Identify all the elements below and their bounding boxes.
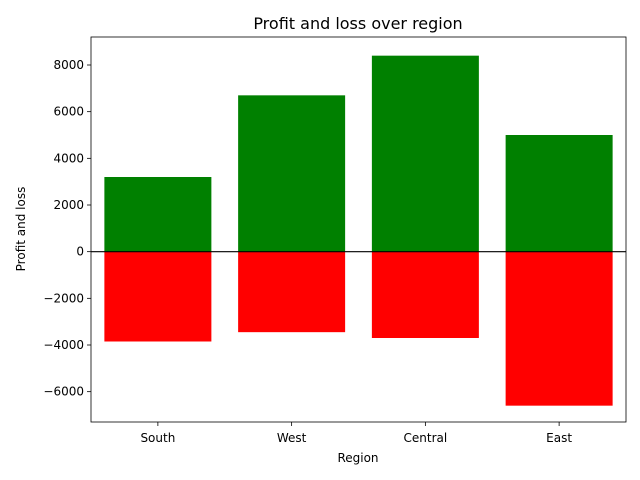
y-tick-label: −4000 <box>43 338 84 352</box>
y-tick-label: 2000 <box>53 198 84 212</box>
y-tick-label: 8000 <box>53 58 84 72</box>
x-tick-label-central: Central <box>404 431 448 445</box>
loss-bar-west <box>238 251 346 333</box>
y-tick-label: 4000 <box>53 151 84 165</box>
chart-title: Profit and loss over region <box>253 14 462 33</box>
y-tick-label: 6000 <box>53 105 84 119</box>
y-tick-label: 0 <box>76 245 84 259</box>
x-tick-label-east: East <box>546 431 572 445</box>
bars-group <box>104 55 613 406</box>
loss-bar-east <box>505 251 613 406</box>
x-tick-label-south: South <box>140 431 175 445</box>
profit-bar-west <box>238 95 346 252</box>
y-tick-label: −6000 <box>43 385 84 399</box>
loss-bar-central <box>371 251 479 338</box>
x-axis-ticks: South West Central East <box>140 422 572 445</box>
y-axis-ticks: −6000 −4000 −2000 0 2000 4000 6000 8000 <box>43 58 91 399</box>
x-axis-label: Region <box>337 451 378 465</box>
y-axis-label: Profit and loss <box>14 187 28 272</box>
x-tick-label-west: West <box>277 431 307 445</box>
y-tick-label: −2000 <box>43 291 84 305</box>
profit-bar-south <box>104 177 212 252</box>
loss-bar-south <box>104 251 212 342</box>
profit-bar-east <box>505 135 613 252</box>
plot-frame <box>90 36 627 423</box>
profit-bar-central <box>371 55 479 252</box>
